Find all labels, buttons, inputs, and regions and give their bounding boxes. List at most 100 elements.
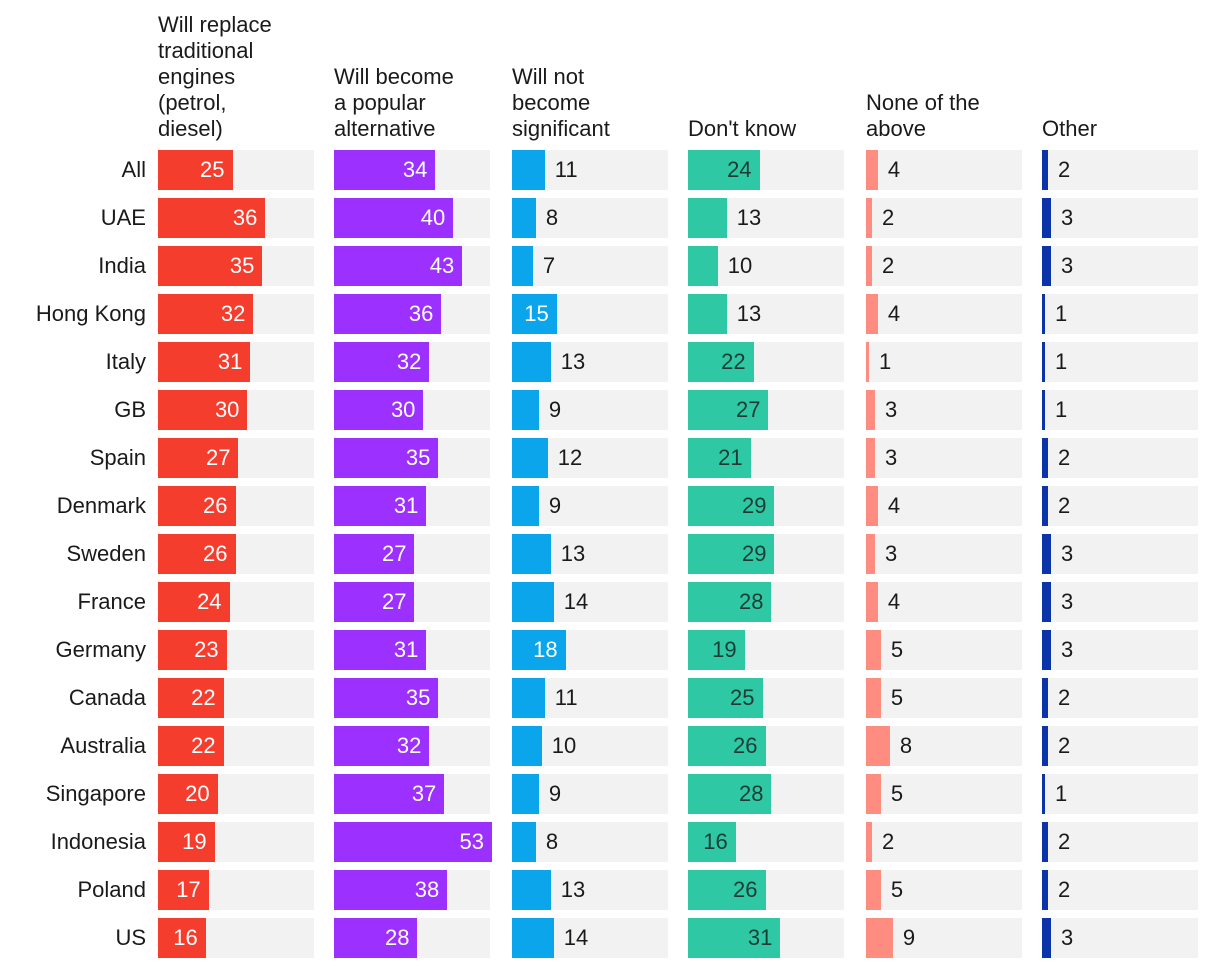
bar-value-label: 26 xyxy=(203,541,228,566)
bar-value-label: 27 xyxy=(382,589,407,614)
bar xyxy=(688,342,754,382)
bar xyxy=(1042,246,1051,286)
bar-value-label: 35 xyxy=(405,685,431,710)
bar-value-label: 3 xyxy=(884,445,898,470)
bar-value-label: 10 xyxy=(551,733,577,758)
bar xyxy=(158,582,230,622)
bar xyxy=(512,918,554,958)
bar-value-label: 2 xyxy=(1057,685,1071,710)
bar xyxy=(158,438,239,478)
bar-value-label: 2 xyxy=(881,829,895,854)
bar-value-label: 3 xyxy=(884,541,898,566)
bar xyxy=(512,390,539,430)
bar-value-label: 1 xyxy=(1055,397,1068,422)
country-label: Singapore xyxy=(45,781,146,806)
country-label: Poland xyxy=(77,877,146,902)
bar xyxy=(334,870,448,910)
bar-value-label: 1 xyxy=(1055,781,1068,806)
column-header-0: Will replace traditional engines (petrol… xyxy=(158,12,272,141)
bar-value-label: 2 xyxy=(1057,733,1071,758)
bar-track xyxy=(866,534,1022,574)
bar xyxy=(688,630,745,670)
bar-track xyxy=(1042,390,1198,430)
bar xyxy=(866,390,875,430)
bar-track xyxy=(1042,438,1198,478)
bar-value-label: 2 xyxy=(1057,877,1071,902)
bar-value-label: 16 xyxy=(173,925,198,950)
bar-value-label: 14 xyxy=(563,589,589,614)
bar xyxy=(512,822,536,862)
country-label: GB xyxy=(114,397,146,422)
bar-value-label: 2 xyxy=(1057,157,1071,182)
bar-value-label: 32 xyxy=(396,349,422,374)
bar xyxy=(688,486,775,526)
bar xyxy=(688,918,781,958)
bar-value-label: 9 xyxy=(548,493,562,518)
bar xyxy=(866,822,872,862)
bar xyxy=(512,630,566,670)
bar-value-label: 36 xyxy=(232,205,258,230)
bar xyxy=(512,150,545,190)
bar xyxy=(1042,918,1051,958)
bar xyxy=(1042,534,1051,574)
bar xyxy=(866,870,881,910)
bar-track xyxy=(866,150,1022,190)
bar-value-label: 5 xyxy=(890,685,904,710)
bar-value-label: 23 xyxy=(194,637,219,662)
bar xyxy=(512,870,551,910)
bar xyxy=(334,774,445,814)
bar-value-label: 32 xyxy=(220,301,246,326)
bar xyxy=(158,150,233,190)
bar-value-label: 2 xyxy=(1057,445,1071,470)
bar-value-label: 27 xyxy=(206,445,231,470)
bar xyxy=(334,294,442,334)
bar-track xyxy=(1042,822,1198,862)
country-label: Australia xyxy=(60,733,146,758)
bar-value-label: 35 xyxy=(229,253,255,278)
bar xyxy=(866,630,881,670)
bar xyxy=(512,582,554,622)
bar xyxy=(866,150,878,190)
bar-value-label: 1 xyxy=(1055,301,1068,326)
bar xyxy=(688,294,727,334)
bar xyxy=(512,246,533,286)
bar-value-label: 22 xyxy=(721,349,746,374)
bar-value-label: 24 xyxy=(727,157,752,182)
bar-value-label: 35 xyxy=(405,445,431,470)
bar-value-label: 53 xyxy=(459,829,484,854)
bar-track xyxy=(1042,870,1198,910)
country-label: India xyxy=(98,253,146,278)
bar xyxy=(512,342,551,382)
bar xyxy=(334,438,439,478)
bar xyxy=(688,438,751,478)
bar-value-label: 8 xyxy=(899,733,913,758)
bar xyxy=(158,918,206,958)
bar-value-label: 36 xyxy=(408,301,434,326)
bar xyxy=(866,726,890,766)
bar xyxy=(158,390,248,430)
bar-track xyxy=(1042,582,1198,622)
bar-track xyxy=(866,678,1022,718)
bar-value-label: 28 xyxy=(738,589,764,614)
bar-value-label: 5 xyxy=(890,781,904,806)
bar-value-label: 13 xyxy=(736,301,762,326)
bar-value-label: 24 xyxy=(197,589,222,614)
bar-track xyxy=(866,822,1022,862)
bar-track xyxy=(1042,342,1198,382)
bar xyxy=(1042,870,1048,910)
bar-value-label: 3 xyxy=(1060,541,1074,566)
bar xyxy=(158,198,266,238)
bar-track xyxy=(1042,678,1198,718)
bar xyxy=(1042,774,1045,814)
bar-track xyxy=(866,246,1022,286)
bar xyxy=(512,774,539,814)
bar xyxy=(158,870,209,910)
bar xyxy=(1042,822,1048,862)
bar-track xyxy=(1042,630,1198,670)
country-label: Germany xyxy=(55,637,146,662)
bar xyxy=(158,678,224,718)
bar-value-label: 34 xyxy=(402,157,428,182)
bar xyxy=(158,774,218,814)
bar-value-label: 3 xyxy=(884,397,898,422)
bar-track xyxy=(866,198,1022,238)
